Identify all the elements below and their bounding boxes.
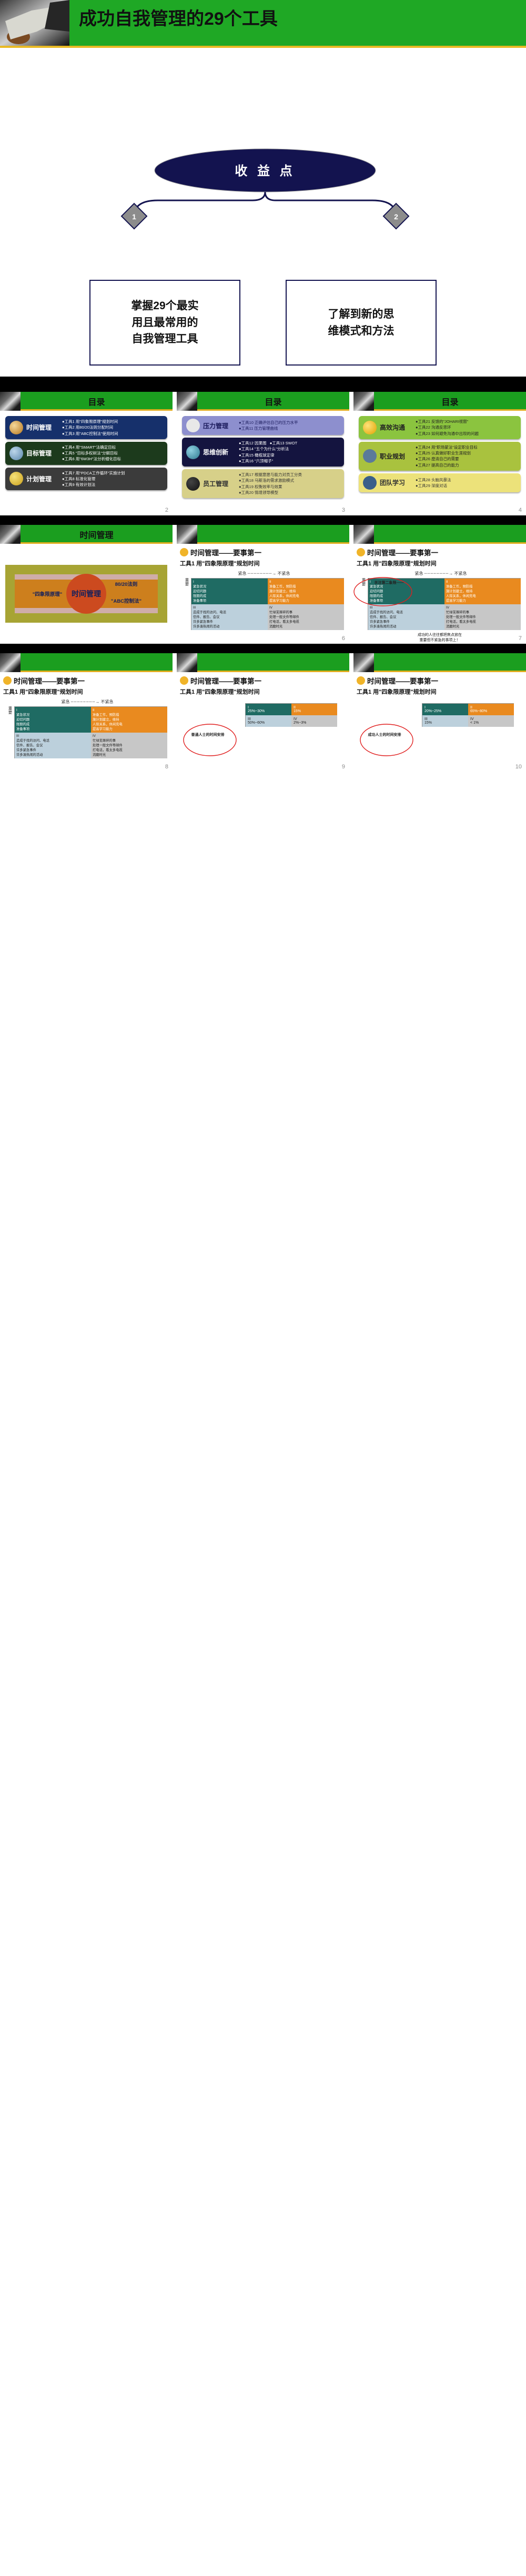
- svg-text:1: 1: [132, 212, 136, 221]
- svg-text:时间管理: 时间管理: [72, 590, 101, 598]
- svg-text:2: 2: [394, 212, 398, 221]
- svg-text:收 益 点: 收 益 点: [235, 164, 295, 178]
- svg-text:"四象限原理": "四象限原理": [33, 591, 63, 597]
- svg-text:80/20法则: 80/20法则: [115, 581, 138, 587]
- svg-text:"ABC控制法": "ABC控制法": [111, 598, 141, 604]
